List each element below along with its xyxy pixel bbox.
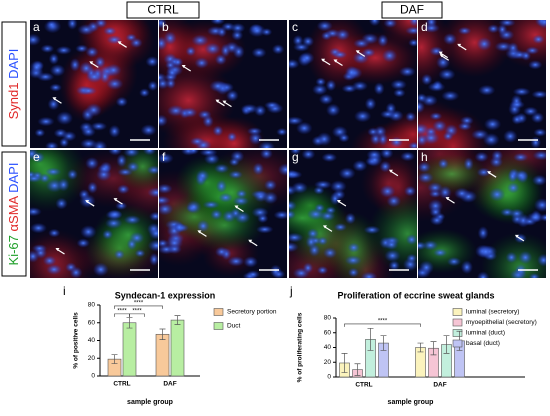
y-tick-label: 20 bbox=[324, 359, 332, 366]
significance-bracket bbox=[129, 313, 145, 317]
micrograph bbox=[159, 20, 287, 148]
legend-swatch bbox=[452, 339, 463, 348]
y-axis-label: % of positive cells bbox=[73, 312, 80, 369]
significance-bracket bbox=[344, 323, 421, 327]
legend-label: myoepithelial (secretory) bbox=[466, 319, 537, 326]
error-bar bbox=[417, 342, 424, 353]
micrographs bbox=[30, 20, 546, 278]
group-label: DAF bbox=[400, 3, 424, 17]
panel-letter: b bbox=[162, 20, 169, 34]
panel-letter: a bbox=[33, 20, 40, 34]
micrograph bbox=[418, 20, 546, 148]
y-tick-label: 0 bbox=[327, 374, 331, 381]
micrograph bbox=[30, 150, 158, 278]
legend-label: basal (duct) bbox=[466, 340, 500, 347]
y-tick-label: 60 bbox=[88, 319, 96, 326]
panel-letter: f bbox=[162, 150, 166, 164]
legend-swatch bbox=[452, 318, 463, 327]
row-label: Ki-67 αSMA DAPI bbox=[6, 163, 21, 266]
error-bar bbox=[174, 315, 181, 325]
y-axis-label: % of proliferating cells bbox=[297, 312, 304, 382]
chart-title: Proliferation of eccrine sweat glands bbox=[337, 290, 494, 300]
x-tick-label: DAF bbox=[163, 381, 176, 388]
row-label-part: Synd1 bbox=[6, 83, 21, 120]
bar bbox=[122, 322, 137, 377]
micrograph bbox=[30, 20, 158, 148]
y-tick-label: 80 bbox=[88, 302, 96, 309]
legend-label: luminal (secretory) bbox=[466, 309, 519, 316]
significance-bracket bbox=[114, 305, 163, 309]
error-bar bbox=[367, 327, 374, 351]
y-tick-label: 40 bbox=[324, 344, 332, 351]
panel-letter: c bbox=[292, 20, 298, 34]
significance-label: **** bbox=[132, 308, 142, 314]
error-bar bbox=[430, 341, 437, 356]
error-bar bbox=[126, 317, 133, 329]
x-axis-label: sample group bbox=[388, 399, 434, 406]
bar bbox=[170, 319, 185, 377]
panel-letter: g bbox=[292, 150, 299, 164]
row-label-box bbox=[1, 151, 27, 277]
legend-label: luminal (duct) bbox=[466, 330, 505, 337]
y-tick-label: 20 bbox=[88, 355, 96, 362]
significance-label: **** bbox=[117, 308, 127, 314]
panel-letter: d bbox=[421, 20, 428, 34]
row-label-part: DAPI bbox=[6, 49, 21, 79]
x-tick-label: CTRL bbox=[355, 382, 372, 389]
legend-label: Secretory portion bbox=[227, 309, 277, 316]
error-bar bbox=[159, 328, 166, 340]
error-bar bbox=[111, 354, 118, 364]
significance-label: **** bbox=[378, 318, 388, 324]
error-bar bbox=[380, 335, 387, 351]
row-label-part: Ki-67 bbox=[6, 235, 21, 265]
chart-title: Syndecan-1 expression bbox=[115, 290, 216, 300]
legend-swatch bbox=[213, 308, 224, 316]
micrograph bbox=[159, 150, 287, 278]
panel-letter: h bbox=[421, 150, 428, 164]
legend-swatch bbox=[452, 329, 463, 337]
bar bbox=[155, 333, 170, 377]
panel-letter: j bbox=[289, 284, 293, 298]
panel-letter: e bbox=[33, 150, 40, 164]
micrograph bbox=[289, 20, 417, 148]
legend-label: Duct bbox=[227, 323, 241, 330]
x-tick-label: DAF bbox=[433, 382, 446, 389]
micrograph bbox=[418, 150, 546, 278]
y-tick-label: 40 bbox=[88, 337, 96, 344]
error-bar bbox=[341, 353, 348, 373]
legend-swatch bbox=[213, 322, 224, 330]
y-tick-label: 0 bbox=[91, 373, 95, 380]
significance-label: **** bbox=[134, 300, 144, 306]
row-label: Synd1 DAPI bbox=[6, 49, 21, 120]
y-tick-label: 60 bbox=[324, 329, 332, 336]
row-label-part: DAPI bbox=[6, 163, 21, 193]
legend-swatch bbox=[452, 308, 463, 316]
x-axis-label: sample group bbox=[127, 399, 173, 406]
panel-letter: i bbox=[63, 284, 66, 298]
row-label-part: αSMA bbox=[6, 195, 21, 231]
row-label-box bbox=[1, 21, 27, 147]
error-bar bbox=[354, 363, 361, 376]
micrograph bbox=[289, 150, 417, 278]
error-bar bbox=[443, 335, 450, 354]
x-tick-label: CTRL bbox=[113, 381, 130, 388]
y-tick-label: 80 bbox=[324, 315, 332, 322]
group-box bbox=[381, 1, 443, 19]
group-label: CTRL bbox=[147, 3, 179, 17]
group-box bbox=[126, 1, 200, 19]
